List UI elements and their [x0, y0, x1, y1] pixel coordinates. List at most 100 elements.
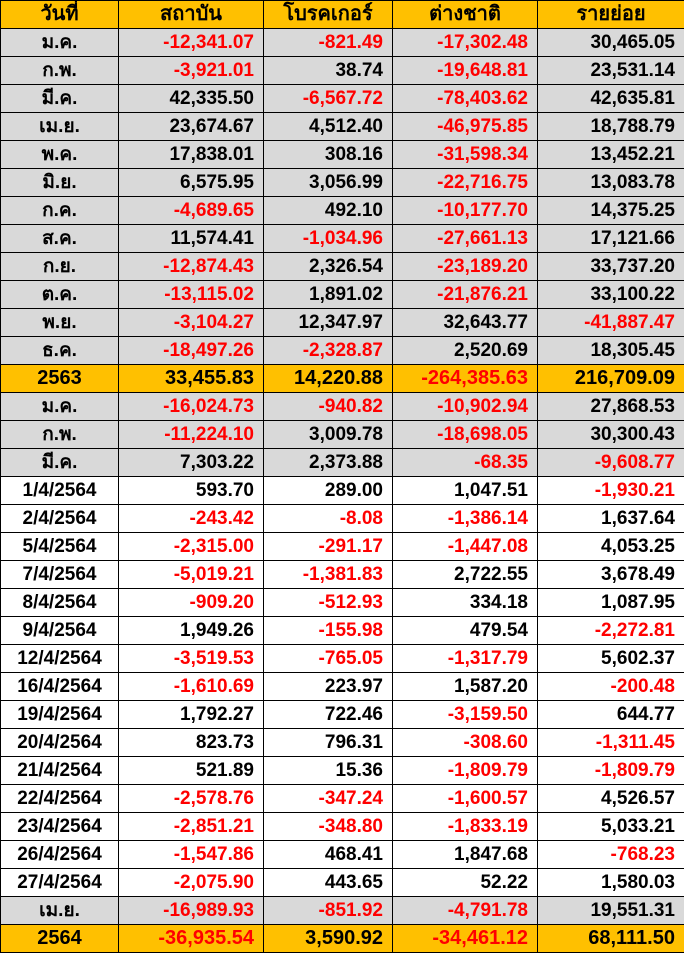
value-cell: 223.97	[264, 673, 393, 701]
value-cell: -19,648.81	[393, 57, 538, 85]
value-cell: -34,461.12	[393, 925, 538, 953]
value-cell: -3,921.01	[119, 57, 264, 85]
value-cell: 2,722.55	[393, 561, 538, 589]
value-cell: -23,189.20	[393, 253, 538, 281]
column-header-date: วันที่	[1, 1, 119, 29]
row-label: ม.ค.	[1, 29, 119, 57]
row-label: 2/4/2564	[1, 505, 119, 533]
value-cell: 722.46	[264, 701, 393, 729]
value-cell: 1,891.02	[264, 281, 393, 309]
value-cell: -765.05	[264, 645, 393, 673]
value-cell: 593.70	[119, 477, 264, 505]
row-label: 20/4/2564	[1, 729, 119, 757]
value-cell: 1,949.26	[119, 617, 264, 645]
value-cell: -3,519.53	[119, 645, 264, 673]
value-cell: 27,868.53	[538, 393, 684, 421]
value-cell: 18,788.79	[538, 113, 684, 141]
value-cell: 334.18	[393, 589, 538, 617]
value-cell: 443.65	[264, 869, 393, 897]
value-cell: -1,034.96	[264, 225, 393, 253]
value-cell: -16,024.73	[119, 393, 264, 421]
value-cell: -1,610.69	[119, 673, 264, 701]
row-label: ก.ย.	[1, 253, 119, 281]
value-cell: 216,709.09	[538, 365, 684, 393]
value-cell: 1,047.51	[393, 477, 538, 505]
value-cell: -264,385.63	[393, 365, 538, 393]
value-cell: -347.24	[264, 785, 393, 813]
value-cell: -46,975.85	[393, 113, 538, 141]
value-cell: -8.08	[264, 505, 393, 533]
value-cell: 492.10	[264, 197, 393, 225]
row-label: พ.ค.	[1, 141, 119, 169]
value-cell: -11,224.10	[119, 421, 264, 449]
value-cell: -10,902.94	[393, 393, 538, 421]
value-cell: -2,075.90	[119, 869, 264, 897]
value-cell: 468.41	[264, 841, 393, 869]
value-cell: 3,678.49	[538, 561, 684, 589]
value-cell: 3,056.99	[264, 169, 393, 197]
value-cell: -768.23	[538, 841, 684, 869]
value-cell: -12,874.43	[119, 253, 264, 281]
value-cell: -4,689.65	[119, 197, 264, 225]
value-cell: -155.98	[264, 617, 393, 645]
row-label: เม.ย.	[1, 897, 119, 925]
value-cell: 33,455.83	[119, 365, 264, 393]
value-cell: -78,403.62	[393, 85, 538, 113]
row-label: เม.ย.	[1, 113, 119, 141]
value-cell: -21,876.21	[393, 281, 538, 309]
row-label: ก.ค.	[1, 197, 119, 225]
value-cell: 823.73	[119, 729, 264, 757]
row-label: 26/4/2564	[1, 841, 119, 869]
value-cell: -1,311.45	[538, 729, 684, 757]
value-cell: -348.80	[264, 813, 393, 841]
row-label: 8/4/2564	[1, 589, 119, 617]
value-cell: -41,887.47	[538, 309, 684, 337]
value-cell: 17,838.01	[119, 141, 264, 169]
value-cell: -243.42	[119, 505, 264, 533]
column-header-institution: สถาบัน	[119, 1, 264, 29]
row-label: ก.พ.	[1, 57, 119, 85]
value-cell: 12,347.97	[264, 309, 393, 337]
value-cell: -291.17	[264, 533, 393, 561]
value-cell: 33,100.22	[538, 281, 684, 309]
value-cell: -10,177.70	[393, 197, 538, 225]
value-cell: -22,716.75	[393, 169, 538, 197]
row-label: ธ.ค.	[1, 337, 119, 365]
value-cell: 479.54	[393, 617, 538, 645]
value-cell: 289.00	[264, 477, 393, 505]
value-cell: 3,590.92	[264, 925, 393, 953]
value-cell: 4,512.40	[264, 113, 393, 141]
value-cell: -36,935.54	[119, 925, 264, 953]
value-cell: -851.92	[264, 897, 393, 925]
value-cell: -16,989.93	[119, 897, 264, 925]
value-cell: -12,341.07	[119, 29, 264, 57]
value-cell: 1,587.20	[393, 673, 538, 701]
header-row: วันที่ สถาบัน โบรคเกอร์ ต่างชาติ รายย่อย	[1, 1, 684, 29]
value-cell: 18,305.45	[538, 337, 684, 365]
value-cell: -940.82	[264, 393, 393, 421]
value-cell: 15.36	[264, 757, 393, 785]
row-label: มี.ค.	[1, 85, 119, 113]
value-cell: -18,698.05	[393, 421, 538, 449]
value-cell: -4,791.78	[393, 897, 538, 925]
value-cell: 11,574.41	[119, 225, 264, 253]
value-cell: 308.16	[264, 141, 393, 169]
row-label: 22/4/2564	[1, 785, 119, 813]
value-cell: -2,315.00	[119, 533, 264, 561]
value-cell: 2,373.88	[264, 449, 393, 477]
row-label: 23/4/2564	[1, 813, 119, 841]
value-cell: -512.93	[264, 589, 393, 617]
value-cell: -200.48	[538, 673, 684, 701]
value-cell: -1,381.83	[264, 561, 393, 589]
value-cell: 13,452.21	[538, 141, 684, 169]
